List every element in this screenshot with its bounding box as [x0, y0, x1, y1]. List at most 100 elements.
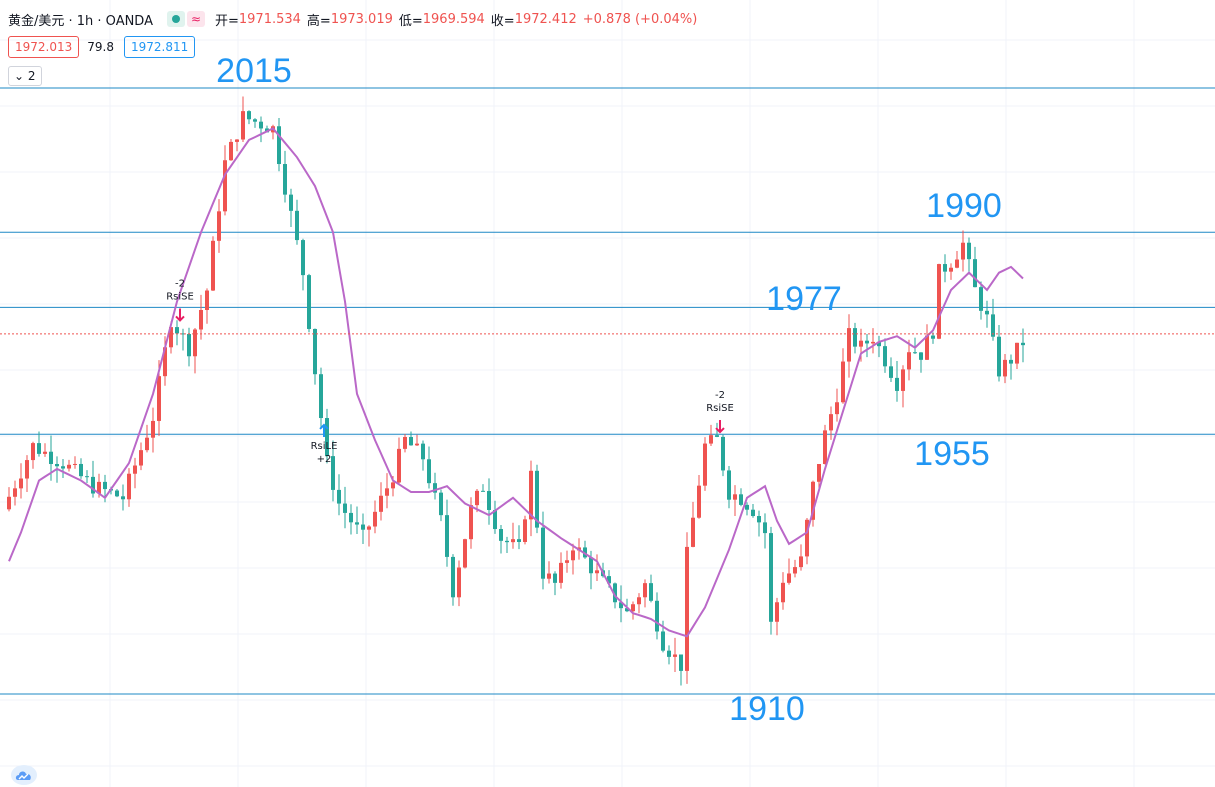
candle-body — [361, 524, 365, 530]
candle-body — [637, 597, 641, 605]
candle-body — [277, 126, 281, 165]
candle-body — [589, 557, 593, 574]
candle-body — [931, 335, 935, 339]
candle-body — [67, 464, 71, 469]
level-label-2015: 2015 — [216, 52, 292, 90]
candle-body — [649, 583, 653, 601]
candle-body — [619, 602, 623, 609]
ask-badge[interactable]: 1972.811 — [123, 36, 196, 58]
candle-body — [61, 466, 65, 469]
candle-body — [511, 539, 515, 543]
signal-short: -2 RsiSE — [166, 278, 194, 322]
candle-body — [547, 573, 551, 579]
tradingview-cloud-icon[interactable] — [11, 765, 37, 785]
candle-body — [823, 430, 827, 465]
candle-body — [985, 310, 989, 315]
candle-body — [169, 327, 173, 348]
candle-body — [757, 516, 761, 523]
candle-body — [643, 583, 647, 598]
signal-text: RsiLE — [311, 441, 338, 452]
candle-body — [421, 443, 425, 460]
signal-long: RsiLE +2 — [311, 423, 338, 465]
candle-body — [247, 111, 251, 120]
change-value: +0.878 (+0.04%) — [582, 11, 698, 27]
candle-body — [835, 402, 839, 415]
candle-body — [625, 608, 629, 612]
candle-body — [463, 539, 467, 568]
candle-body — [7, 496, 11, 510]
candle-body — [859, 340, 863, 347]
candle-body — [205, 290, 209, 310]
candle-body — [259, 121, 263, 129]
candle-body — [727, 470, 731, 500]
candle-body — [847, 328, 851, 362]
signal-text: RsiSE — [706, 403, 734, 414]
candle-body — [313, 328, 317, 375]
candle-body — [553, 573, 557, 583]
candle-body — [499, 529, 503, 541]
low-value: 1969.594 — [422, 11, 485, 27]
candle-body — [907, 352, 911, 370]
candle-body — [355, 522, 359, 525]
candle-body — [925, 335, 929, 360]
candle-body — [37, 443, 41, 454]
signal-short: -2 RsiSE — [706, 390, 734, 434]
candle-body — [385, 488, 389, 496]
wave-icon[interactable]: ≈ — [186, 11, 205, 27]
candle-body — [391, 482, 395, 489]
symbol-title[interactable]: 黄金/美元 · 1h · OANDA — [8, 13, 153, 29]
sell-arrow-icon — [715, 420, 725, 434]
signal-text: -2 — [175, 278, 185, 289]
candle-body — [31, 443, 35, 461]
candle-body — [997, 336, 1001, 377]
candle-body — [979, 287, 983, 311]
candle-body — [787, 573, 791, 583]
candle-body — [91, 476, 95, 494]
candle-body — [373, 511, 377, 527]
candle-body — [187, 333, 191, 357]
candle-body — [799, 556, 803, 568]
candle-body — [289, 194, 293, 211]
candle-body — [439, 492, 443, 516]
level-lines — [0, 87, 1215, 695]
collapse-indicators-button[interactable]: ⌄ 2 — [8, 66, 42, 86]
visibility-dot-icon[interactable] — [166, 11, 185, 27]
candle-body — [901, 369, 905, 391]
candle-body — [811, 481, 815, 520]
candle-body — [781, 582, 785, 603]
candle-body — [253, 119, 257, 122]
candle-body — [655, 600, 659, 632]
candle-body — [1021, 342, 1025, 346]
candle-body — [343, 503, 347, 513]
candle-body — [607, 576, 611, 584]
candle-body — [715, 435, 719, 437]
candle-body — [661, 631, 665, 651]
candle-body — [193, 329, 197, 357]
legend-header: 黄金/美元 · 1h · OANDA ≈ 开= 1971.534 高= 1973… — [8, 9, 703, 29]
candle-body — [709, 435, 713, 444]
candle-body — [991, 314, 995, 337]
candle-body — [217, 211, 221, 241]
bid-badge[interactable]: 1972.013 — [8, 36, 80, 58]
candle-body — [301, 240, 305, 276]
signal-text: +2 — [317, 454, 332, 465]
chevron-down-icon: ⌄ — [14, 69, 25, 83]
candle-body — [937, 264, 941, 339]
candle-body — [691, 517, 695, 547]
candle-body — [667, 650, 671, 657]
moving-average-line — [8, 127, 1024, 638]
candle-body — [523, 519, 527, 542]
candle-body — [121, 496, 125, 500]
candle-body — [733, 494, 737, 500]
signal-text: -2 — [715, 390, 725, 401]
candle-body — [145, 437, 149, 451]
candle-body — [739, 494, 743, 505]
candle-body — [211, 240, 215, 291]
candle-body — [889, 366, 893, 378]
candle-body — [505, 540, 509, 543]
candle-body — [127, 473, 131, 500]
buy-arrow-icon — [319, 423, 329, 437]
candle-body — [241, 111, 245, 140]
